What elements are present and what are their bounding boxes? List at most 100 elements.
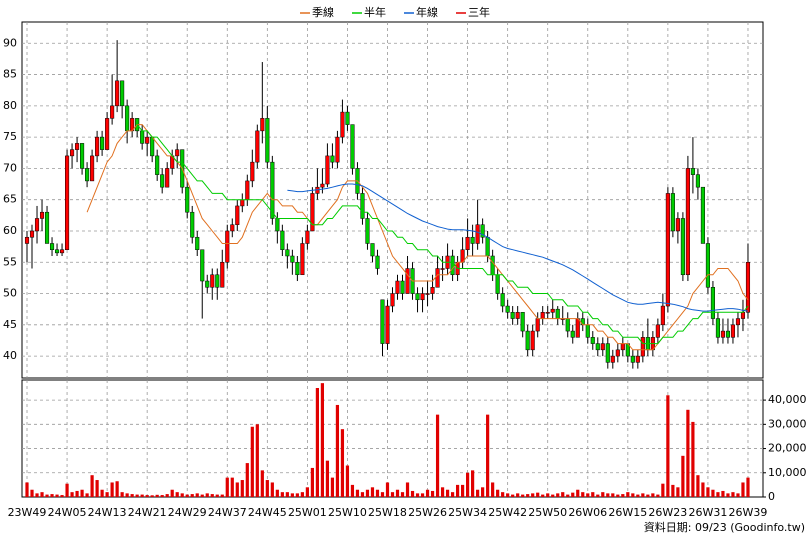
y2-tick-label: 30,000 — [768, 417, 807, 430]
volume-bar — [230, 477, 234, 497]
volume-bar — [60, 495, 64, 497]
candle-body — [230, 224, 235, 232]
candle-body — [705, 243, 710, 288]
candle-body — [435, 268, 440, 288]
candle-body — [595, 343, 600, 351]
candle-body — [610, 355, 615, 363]
y-tick-label: 75 — [3, 130, 17, 143]
volume-bar — [175, 492, 179, 497]
x-tick-label: 25W18 — [368, 506, 407, 519]
volume-bar — [200, 494, 204, 497]
candle-body — [525, 330, 530, 351]
candle-body — [330, 155, 335, 163]
volume-bar — [215, 494, 219, 497]
candle-body — [110, 105, 115, 119]
volume-bar — [631, 493, 635, 497]
candle-body — [24, 236, 30, 244]
candle-body — [685, 168, 690, 276]
volume-bar — [676, 487, 680, 497]
candle-body — [470, 236, 475, 244]
candle-body — [220, 262, 225, 288]
candle-body — [255, 130, 260, 163]
candle-body — [465, 236, 470, 250]
volume-bar — [526, 494, 530, 497]
plot-frame — [21, 379, 764, 498]
candle-body — [630, 355, 635, 363]
candle-body — [695, 174, 700, 188]
candle-body — [70, 149, 75, 157]
candle-body — [540, 312, 545, 319]
y2-tick-label: 10,000 — [768, 466, 807, 479]
candle-body — [340, 111, 345, 138]
candle-body — [145, 136, 150, 144]
candle-body — [260, 118, 265, 132]
volume-bar — [571, 492, 575, 497]
y-tick-label: 60 — [3, 224, 17, 237]
volume-bar — [556, 493, 560, 497]
volume-bar — [240, 480, 244, 497]
candle-body — [44, 211, 50, 244]
volume-bar — [741, 482, 745, 497]
volume-bar — [320, 383, 325, 497]
candle-body — [39, 211, 45, 219]
volume-bar — [345, 465, 350, 497]
volume-bar — [265, 480, 269, 497]
candle-body — [425, 293, 430, 295]
y-tick-label: 70 — [3, 161, 17, 174]
volume-bar — [365, 489, 370, 497]
volume-bar — [736, 493, 740, 497]
y2-tick-label: 20,000 — [768, 442, 807, 455]
candle-body — [380, 299, 385, 344]
candle-body — [500, 293, 505, 307]
volume-bar — [340, 429, 345, 497]
volume-bar — [496, 489, 500, 497]
volume-bar — [275, 489, 279, 497]
candle-body — [165, 168, 170, 188]
candle-body — [415, 293, 420, 301]
candle-body — [345, 111, 350, 125]
x-tick-label: 26W06 — [568, 506, 607, 519]
volume-bar — [300, 492, 304, 497]
volume-bar — [45, 494, 49, 497]
volume-bar — [671, 484, 675, 497]
volume-bar — [466, 472, 470, 497]
candle-body — [75, 143, 80, 150]
x-tick-label: 25W01 — [288, 506, 327, 519]
x-tick-label: 25W10 — [328, 506, 367, 519]
candle-body — [710, 287, 715, 319]
candle-body — [185, 186, 190, 213]
volume-bar — [716, 492, 720, 497]
candle-body — [575, 318, 580, 338]
candle-body — [300, 243, 305, 276]
candle-body — [210, 274, 215, 288]
candle-body — [495, 274, 500, 294]
volume-bar — [541, 494, 545, 497]
volume-bar — [616, 494, 620, 497]
volume-bar — [375, 489, 380, 497]
volume-bar — [290, 493, 294, 497]
volume-bar — [481, 487, 485, 497]
x-tick-label: 26W39 — [729, 506, 768, 519]
candle-body — [85, 168, 90, 182]
candle-body — [245, 180, 250, 200]
volume-bar — [621, 494, 625, 497]
candle-body — [190, 211, 195, 238]
candle-body — [29, 230, 35, 238]
volume-bar — [651, 493, 655, 497]
candle-body — [270, 161, 275, 219]
volume-bar — [325, 460, 330, 497]
volume-bar — [581, 492, 585, 497]
candle-body — [350, 124, 355, 169]
volume-bar — [25, 482, 29, 497]
volume-bar — [586, 493, 590, 497]
candle-body — [290, 255, 295, 263]
volume-bar — [591, 492, 595, 497]
volume-bar — [656, 494, 660, 497]
volume-bar — [546, 493, 550, 497]
candle-body — [660, 305, 665, 326]
volume-bar — [686, 409, 690, 497]
volume-bar — [105, 492, 109, 497]
volume-bar — [295, 493, 299, 497]
volume-bar — [235, 482, 239, 497]
volume-bar — [516, 493, 520, 497]
